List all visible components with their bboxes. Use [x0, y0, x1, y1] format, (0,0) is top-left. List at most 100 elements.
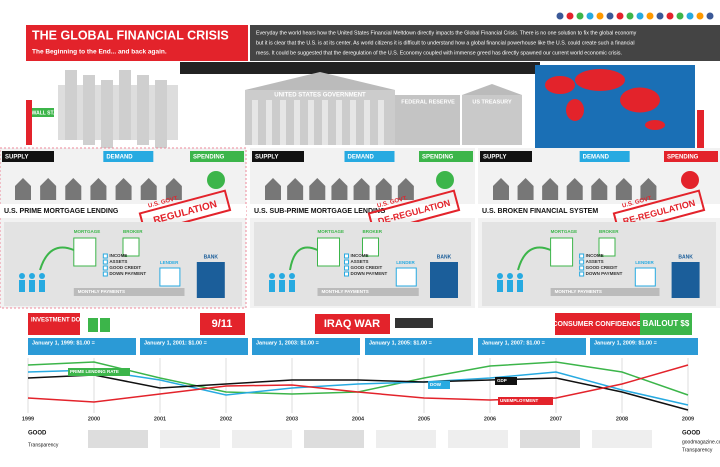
share-icon: [696, 12, 704, 20]
family-body: [269, 280, 275, 292]
building: [395, 95, 460, 145]
rate-label: January 1, 2001: $1.00 =: [144, 340, 207, 346]
tab: [344, 151, 395, 162]
flow-arrow: [289, 246, 318, 271]
house: [331, 178, 348, 200]
tab: [103, 151, 154, 162]
rate-box: [478, 338, 586, 355]
family-body: [517, 280, 523, 292]
intro-line: but it is clear that the U.S. is at its …: [256, 40, 635, 46]
checkbox: [579, 271, 585, 277]
requirement: ASSETS: [351, 259, 369, 264]
event-box: [28, 313, 80, 335]
title-strip: [250, 204, 475, 218]
title: THE GLOBAL FINANCIAL CRISIS: [32, 28, 229, 42]
requirement: INCOME: [109, 253, 127, 258]
tower: [155, 80, 167, 150]
roof: [245, 72, 395, 90]
footer-text-block: [448, 430, 508, 448]
continent: [545, 76, 575, 94]
lender-icon: [634, 267, 656, 287]
house: [309, 178, 326, 200]
share-icon: [596, 12, 604, 20]
house: [542, 178, 559, 200]
requirement: ASSETS: [586, 259, 604, 264]
diagram-label: MORTGAGE: [74, 229, 101, 234]
share-icon: [626, 12, 634, 20]
house: [265, 178, 281, 200]
line-label: GDP: [497, 378, 507, 383]
share-icon: [576, 12, 584, 20]
continent: [620, 87, 660, 113]
diagram-label: LENDER: [396, 260, 415, 265]
roof: [462, 84, 522, 95]
year-label: 2008: [616, 416, 628, 422]
footer-topic: Transparency: [682, 447, 713, 453]
requirement: DOWN PAYMENT: [586, 271, 623, 276]
red-tower: [697, 110, 704, 150]
panel-title: U.S. SUB-PRIME MORTGAGE LENDING: [254, 208, 386, 215]
share-icon: [656, 12, 664, 20]
column: [378, 100, 384, 145]
house: [397, 178, 414, 200]
intro-line: mess. It could be suggested that the der…: [256, 50, 622, 56]
year-label: 2007: [550, 416, 562, 422]
bank-icon: [671, 262, 700, 298]
payment-label: MONTHLY PAYMENTS: [322, 289, 369, 294]
rate-label: January 1, 1999: $1.00 =: [32, 340, 95, 346]
house: [65, 178, 82, 200]
checkbox: [579, 253, 585, 259]
house: [375, 178, 392, 200]
title-strip: [0, 204, 246, 218]
event-label: INVESTMENT DOLLARS: [31, 318, 100, 324]
tower: [101, 80, 113, 150]
requirement: DOWN PAYMENT: [351, 271, 388, 276]
family-body: [289, 280, 295, 292]
house: [90, 178, 107, 200]
column: [266, 100, 272, 145]
tab: [579, 151, 630, 162]
house: [566, 178, 583, 200]
money-icon: [681, 171, 699, 189]
column: [294, 100, 300, 145]
tab-label: SPENDING: [667, 155, 699, 161]
diagram-label: BROKER: [363, 229, 383, 234]
checkbox: [344, 265, 349, 271]
payment-bar: [73, 288, 185, 296]
checkbox: [344, 271, 349, 277]
ticker: [180, 62, 540, 74]
family-body: [29, 280, 35, 292]
share-icon: [616, 12, 624, 20]
rate-box: [365, 338, 473, 355]
house: [140, 178, 157, 200]
timeline-bg: [26, 358, 694, 413]
building: [462, 95, 522, 145]
tower: [119, 70, 131, 140]
house: [493, 178, 509, 200]
tab: [480, 151, 532, 162]
rate-label: January 1, 2005: $1.00 =: [369, 340, 432, 346]
payment-label: MONTHLY PAYMENTS: [78, 289, 125, 294]
wall-st-sign: [32, 108, 54, 117]
building-label: US TREASURY: [472, 99, 512, 105]
diagram-label: BANK: [437, 254, 452, 260]
diagram-label: BANK: [678, 254, 693, 260]
share-icon: [566, 12, 574, 20]
family-head: [29, 273, 35, 279]
requirement: GOOD CREDIT: [586, 265, 618, 270]
line-label: UNEMPLOYMENT: [500, 398, 539, 403]
building-label: UNITED STATES GOVERNMENT: [274, 93, 366, 99]
broker-icon: [122, 237, 140, 257]
event-box: [555, 313, 640, 335]
share-icon: [686, 12, 694, 20]
family-head: [497, 273, 503, 279]
checkbox: [102, 271, 108, 277]
checkbox: [344, 253, 349, 259]
column: [364, 100, 370, 145]
diagram-label: LENDER: [160, 260, 179, 265]
column: [336, 100, 342, 145]
rate-box: [590, 338, 698, 355]
mortgage-doc: [317, 237, 340, 267]
bank-icon: [430, 262, 458, 298]
